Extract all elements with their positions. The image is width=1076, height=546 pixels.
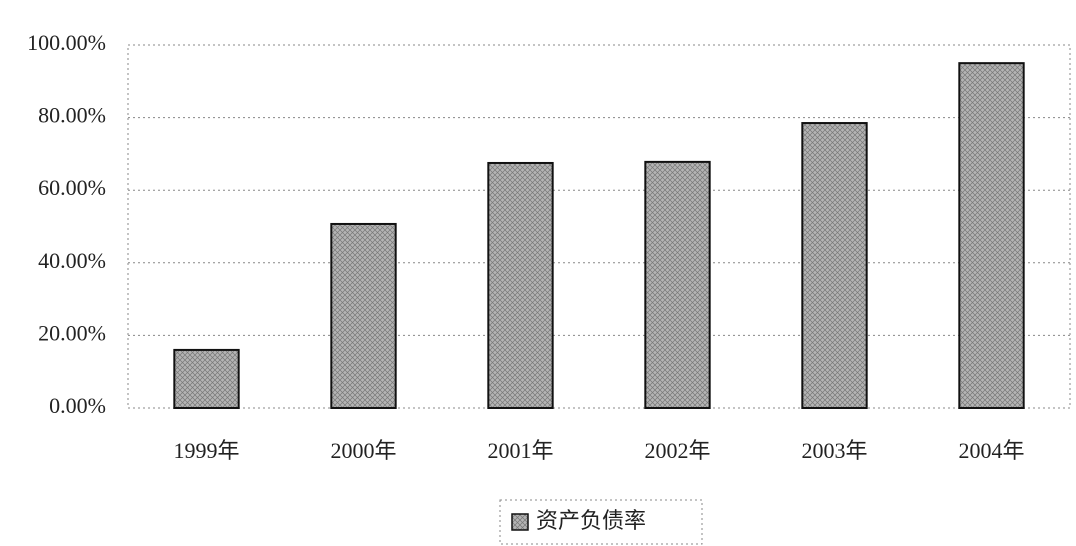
legend-marker [511, 513, 529, 531]
x-tick-label: 1999年 [173, 438, 239, 463]
y-tick-label: 0.00% [49, 393, 106, 418]
bar [801, 122, 868, 409]
plot-area [127, 44, 1071, 409]
y-tick-label: 80.00% [38, 103, 106, 128]
x-tick-label: 2001年 [487, 438, 553, 463]
bar [958, 62, 1025, 410]
bar [173, 348, 240, 410]
legend-box [499, 499, 703, 545]
x-tick-label: 2004年 [958, 438, 1024, 463]
y-tick-label: 20.00% [38, 320, 106, 345]
bar [487, 161, 554, 409]
bar [330, 222, 397, 409]
legend-label: 资产负债率 [536, 508, 646, 533]
bar [644, 160, 711, 409]
y-tick-label: 60.00% [38, 175, 106, 200]
x-tick-label: 2002年 [644, 438, 710, 463]
y-tick-label: 40.00% [38, 248, 106, 273]
x-tick-label: 2000年 [330, 438, 396, 463]
y-tick-label: 100.00% [27, 30, 106, 55]
x-tick-label: 2003年 [801, 438, 867, 463]
